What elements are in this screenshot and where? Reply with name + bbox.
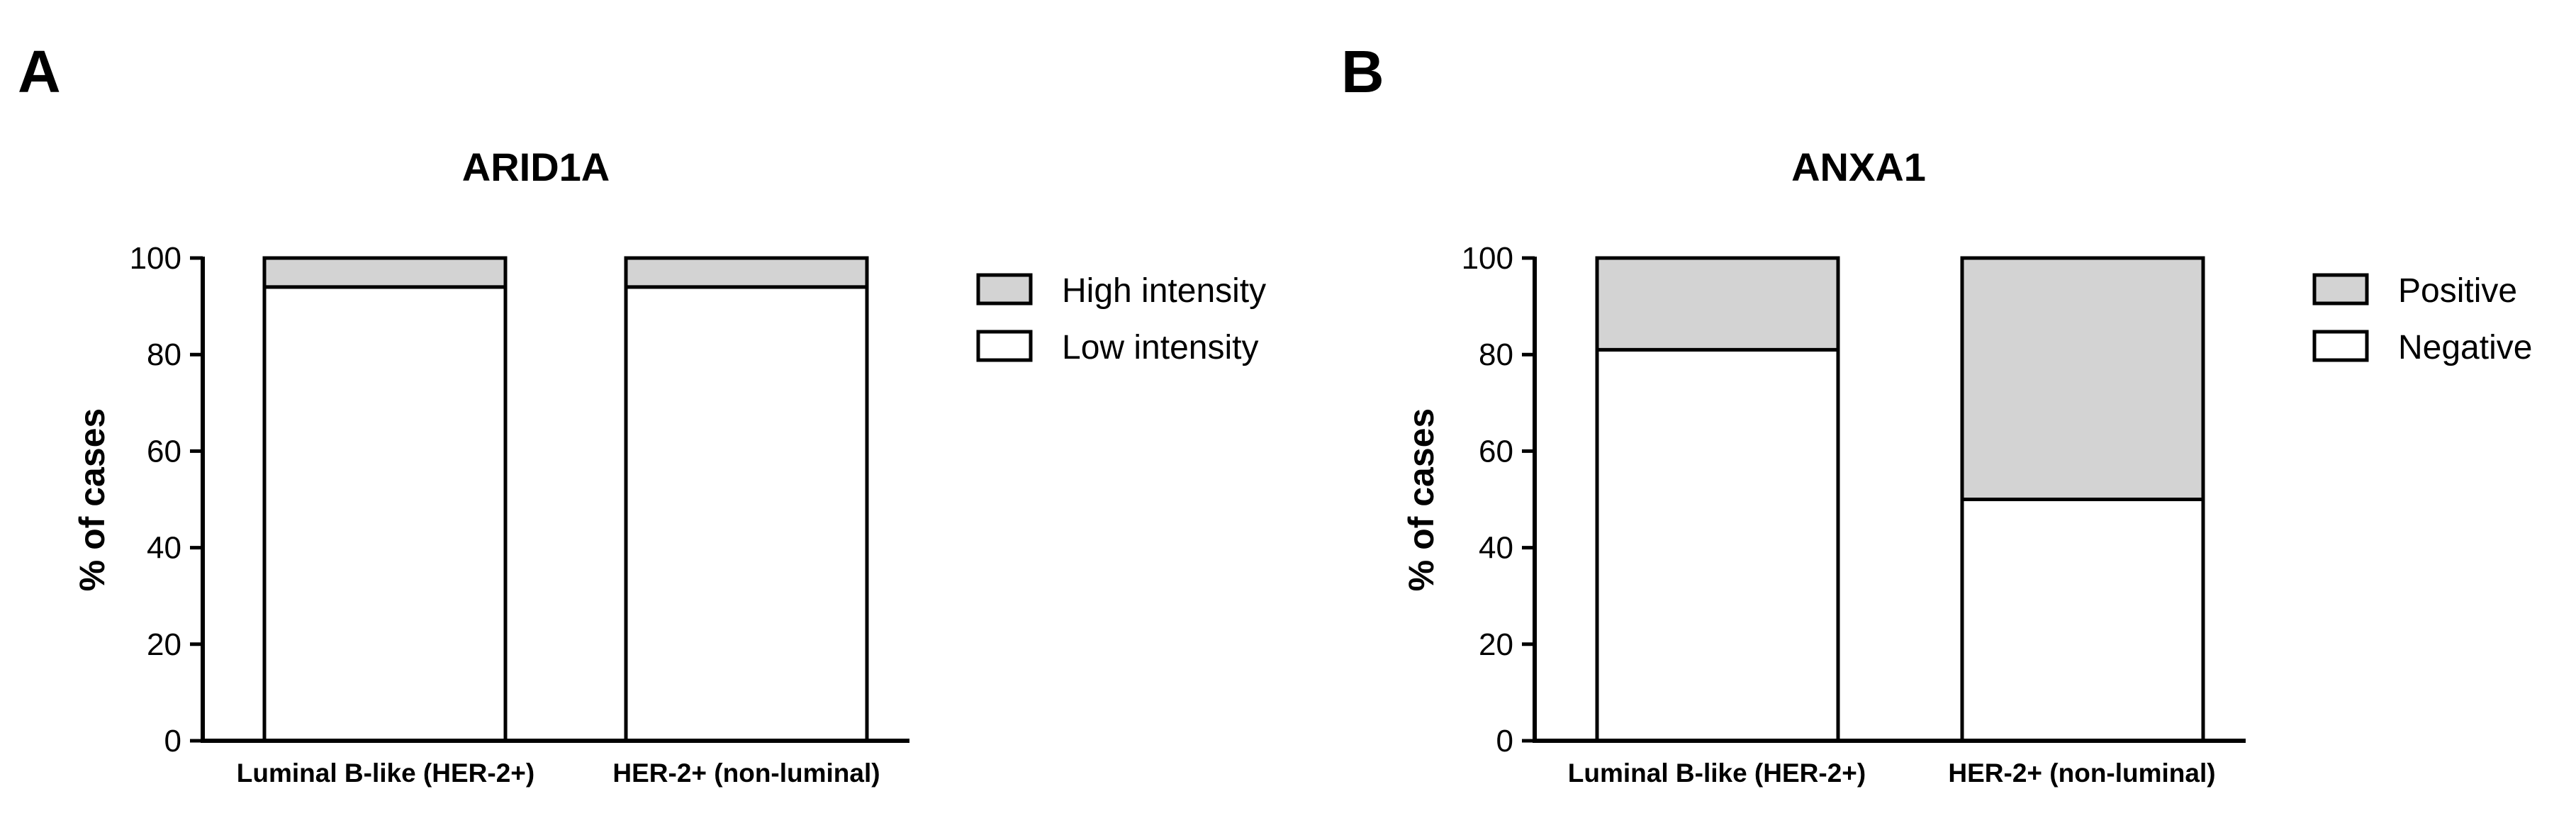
panel-a-bars: [262, 256, 869, 743]
panel-a-category-label-1: Luminal B-like (HER-2+): [237, 758, 534, 788]
panel-a-legend-label-low-intensity: Low intensity: [1062, 329, 1258, 366]
panel-a-title: ARID1A: [462, 145, 610, 189]
panel-b-legend-swatch-negative: [2312, 330, 2369, 362]
panel-a-y-tick-label-20: 20: [147, 627, 181, 662]
panel-b-axes: [1533, 257, 2246, 743]
panel-b-y-ticks: 0 20 40 60 80 100: [1462, 241, 1535, 758]
panel-b: B ANXA1 % of cases 0 20 40 60 80 100 Luminal …: [1341, 38, 2532, 788]
panel-b-y-axis-label: % of cases: [1401, 408, 1441, 591]
panel-a-legend-swatch-high-intensity: [976, 273, 1033, 306]
panel-a-y-axis-label: % of cases: [72, 408, 112, 591]
panel-a-bar-2-low-intensity: [624, 285, 869, 743]
panel-a-y-tick-label-100: 100: [130, 241, 181, 276]
panel-b-y-tick-label-40: 40: [1479, 531, 1513, 566]
panel-b-title: ANXA1: [1791, 145, 1926, 189]
panel-a-legend: High intensity Low intensity: [976, 272, 1266, 366]
panel-a-y-tick-label-40: 40: [147, 531, 181, 566]
panel-a-y-tick-label-80: 80: [147, 337, 181, 372]
panel-b-bar-1-positive: [1595, 256, 1840, 352]
panel-b-y-tick-label-20: 20: [1479, 627, 1513, 662]
panel-b-legend-swatch-positive: [2312, 273, 2369, 306]
panel-b-bar-2-negative: [1960, 498, 2205, 743]
panel-b-bars: [1595, 256, 2205, 743]
panel-b-y-tick-label-100: 100: [1462, 241, 1513, 276]
panel-b-bar-2-positive: [1960, 256, 2205, 501]
panel-b-bar-1-negative: [1595, 347, 1840, 743]
panel-a: A ARID1A % of cases 0 20 40 60 80 100 Luminal…: [18, 38, 1266, 788]
panel-a-letter: A: [18, 38, 61, 105]
panel-a-bar-2-high-intensity: [624, 256, 869, 289]
panel-a-legend-swatch-low-intensity: [976, 330, 1033, 362]
panel-a-axes: [201, 257, 909, 743]
panel-b-legend: Positive Negative: [2312, 272, 2532, 366]
panel-b-y-tick-label-60: 60: [1479, 434, 1513, 469]
panel-a-category-label-2: HER-2+ (non-luminal): [612, 758, 880, 788]
panel-a-category-labels: Luminal B-like (HER-2+) HER-2+ (non-lumin…: [237, 758, 880, 788]
panel-b-category-labels: Luminal B-like (HER-2+) HER-2+ (non-lumin…: [1568, 758, 2216, 788]
panel-b-category-label-1: Luminal B-like (HER-2+): [1568, 758, 1866, 788]
panel-b-legend-label-negative: Negative: [2398, 329, 2532, 366]
panel-b-category-label-2: HER-2+ (non-luminal): [1948, 758, 2215, 788]
panel-a-legend-label-high-intensity: High intensity: [1062, 272, 1266, 310]
panel-b-letter: B: [1341, 38, 1384, 105]
panel-a-y-ticks: 0 20 40 60 80 100: [130, 241, 203, 758]
panel-a-y-tick-label-60: 60: [147, 434, 181, 469]
panel-a-bar-1-high-intensity: [262, 256, 508, 289]
panel-b-y-tick-label-80: 80: [1479, 337, 1513, 372]
panel-b-legend-label-positive: Positive: [2398, 272, 2517, 310]
panel-a-bar-1-low-intensity: [262, 285, 508, 743]
panel-a-y-tick-label-0: 0: [164, 724, 181, 758]
panel-b-y-tick-label-0: 0: [1496, 724, 1513, 758]
